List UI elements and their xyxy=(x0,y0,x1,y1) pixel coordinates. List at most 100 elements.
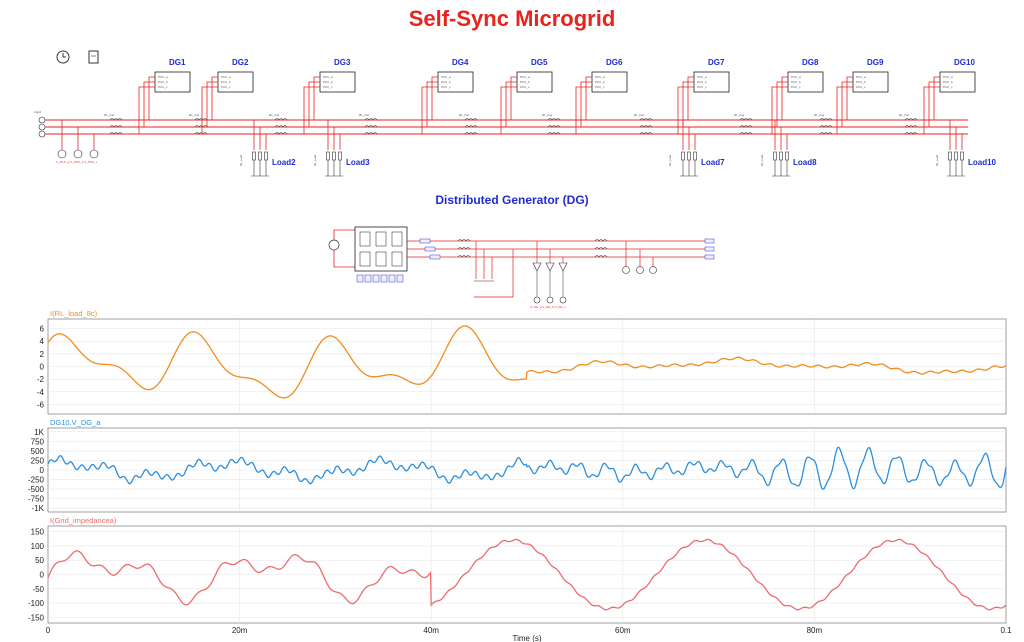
series-line xyxy=(47,325,1007,399)
grid-source xyxy=(38,123,46,131)
impedance-label: RL_line xyxy=(459,113,470,117)
load-label: Load2 xyxy=(272,158,296,167)
dg-wire xyxy=(500,86,517,134)
dg-port-label: PCC_b xyxy=(856,80,866,84)
load-resistor xyxy=(258,151,262,161)
dc-source xyxy=(328,239,340,251)
dg-wire xyxy=(505,81,517,127)
y-tick-label: 2 xyxy=(40,350,45,359)
dg-wire xyxy=(771,86,788,134)
x-tick-label: 0 xyxy=(46,626,51,635)
load-resistor xyxy=(773,151,777,161)
feedback-wire xyxy=(474,249,514,298)
switch-cell xyxy=(359,251,371,267)
dc-wire xyxy=(333,250,355,268)
dg-port-label: PCC_c xyxy=(595,85,605,89)
dg-port-label: PCC_c xyxy=(221,85,231,89)
voltage-probe xyxy=(545,262,555,272)
dg-port-label: PCC_c xyxy=(520,85,530,89)
gate-driver xyxy=(388,274,396,283)
dg-port-label: PCC_a xyxy=(158,75,168,79)
impedance-coil xyxy=(109,132,123,135)
dg-wire xyxy=(836,86,853,134)
y-tick-label: -750 xyxy=(28,495,45,504)
impedance-label: RL_line xyxy=(899,113,910,117)
dg-port-label: PCC_b xyxy=(158,80,168,84)
impedance-coil xyxy=(109,125,123,128)
load-resistor xyxy=(954,151,958,161)
grid-source xyxy=(38,130,46,138)
series-line xyxy=(47,446,1007,490)
dc-wire xyxy=(333,229,355,240)
y-tick-label: 6 xyxy=(40,325,45,334)
load-resistor xyxy=(338,151,342,161)
dg-label: DG6 xyxy=(606,58,623,67)
dg-port-label: PCC_a xyxy=(520,75,530,79)
dg-label: DG1 xyxy=(169,58,186,67)
inverter-bridge xyxy=(354,226,408,272)
y-tick-label: 750 xyxy=(31,437,45,446)
load-resistor xyxy=(960,151,964,161)
dg-port-label: PCC_c xyxy=(323,85,333,89)
grid-inductor xyxy=(594,239,608,242)
dg-label: DG4 xyxy=(452,58,469,67)
dg-wire xyxy=(682,81,694,127)
dg-port-label: PCC_a xyxy=(943,75,953,79)
dg-port-label: PCC_a xyxy=(323,75,333,79)
dg-wire xyxy=(201,86,218,134)
dg-label: DG7 xyxy=(708,58,725,67)
impedance-coil xyxy=(194,125,208,128)
document-outline xyxy=(88,50,99,64)
y-tick-label: -2 xyxy=(37,375,45,384)
dg-port-label: PCC_b xyxy=(595,80,605,84)
impedance-coil xyxy=(274,132,288,135)
load-tag: RL_load xyxy=(760,154,764,166)
dg-wire xyxy=(846,76,853,120)
dg-port-label: PCC_a xyxy=(595,75,605,79)
impedance-coil xyxy=(547,132,561,135)
dg-wire xyxy=(431,76,438,120)
gate-driver xyxy=(372,274,380,283)
switch-cell xyxy=(375,251,387,267)
dg-wire xyxy=(211,76,218,120)
dg-port-label: PCC_a xyxy=(221,75,231,79)
dg-port-label: PCC_b xyxy=(943,80,953,84)
grid-meter xyxy=(57,149,67,159)
load-tag: RL_load xyxy=(935,154,939,166)
grid-meter xyxy=(73,149,83,159)
microgrid-schematic: Vgrid V_PCC_a V_PCC_b V_PCC_c RL_line RL_li… xyxy=(34,50,997,177)
impedance-label: RL_line xyxy=(542,113,553,117)
y-tick-label: 250 xyxy=(31,456,45,465)
dg-label: DG8 xyxy=(802,58,819,67)
switch-cell xyxy=(391,231,403,247)
impedance-coil xyxy=(364,132,378,135)
dg-wire xyxy=(687,76,694,120)
dg-port-label: PCC_c xyxy=(856,85,866,89)
switch-cell xyxy=(391,251,403,267)
dg-port-label: PCC_b xyxy=(441,80,451,84)
dg-port-label: PCC_b xyxy=(520,80,530,84)
dg-port-label: PCC_c xyxy=(158,85,168,89)
load-resistor xyxy=(687,151,691,161)
impedance-coil xyxy=(464,132,478,135)
y-tick-label: 100 xyxy=(31,542,45,551)
voltage-probe xyxy=(532,262,542,272)
load-resistor xyxy=(326,151,330,161)
dg-port-label: PCC_c xyxy=(943,85,953,89)
dg-label: DG10 xyxy=(954,58,975,67)
impedance-coil xyxy=(904,132,918,135)
y-tick-label: 4 xyxy=(40,337,45,346)
dg-wire xyxy=(580,81,592,127)
y-tick-label: -100 xyxy=(28,599,45,608)
dg-wire xyxy=(313,76,320,120)
switch-cell xyxy=(359,231,371,247)
dg-wire xyxy=(776,81,788,127)
dg-wire xyxy=(303,86,320,134)
x-tick-label: 40m xyxy=(423,626,439,635)
impedance-coil xyxy=(639,125,653,128)
load-tag: RL_load xyxy=(313,154,317,166)
dg-wire xyxy=(206,81,218,127)
y-tick-label: -1K xyxy=(32,504,45,513)
current-meter xyxy=(649,266,657,274)
impedance-coil xyxy=(739,132,753,135)
